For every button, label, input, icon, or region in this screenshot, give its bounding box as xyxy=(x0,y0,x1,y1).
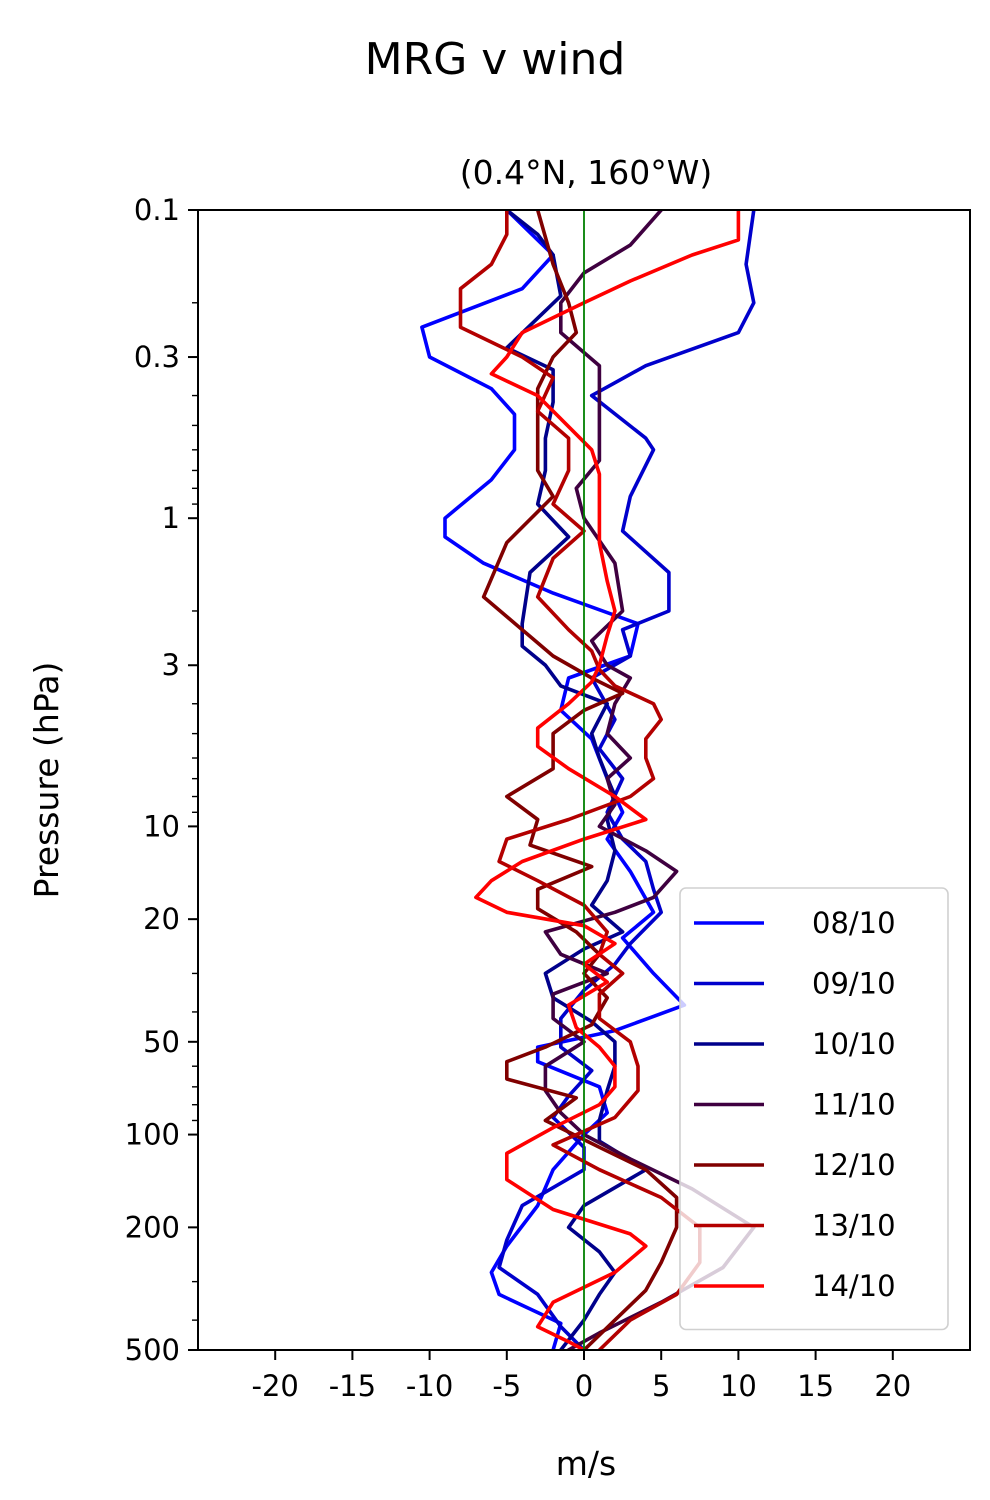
x-tick-label: -15 xyxy=(329,1369,376,1403)
y-tick-label: 50 xyxy=(143,1025,180,1059)
y-tick-label: 500 xyxy=(125,1333,180,1367)
legend-label: 08/10 xyxy=(812,906,896,940)
y-tick-label: 0.3 xyxy=(134,340,180,374)
series-line-14-10 xyxy=(474,210,741,1350)
series-line-12-10 xyxy=(481,210,679,1350)
x-tick-label: -20 xyxy=(252,1369,299,1403)
x-tick-label: 0 xyxy=(575,1369,593,1403)
series-line-13-10 xyxy=(458,210,702,1350)
legend-label: 14/10 xyxy=(812,1269,896,1303)
axes: -20 -15 -10 -5 0 5 10 15 20 0.1 0.3 1 3 10 20 50 100 200 5… xyxy=(125,193,971,1403)
legend-box xyxy=(679,887,949,1331)
y-tick-label: 100 xyxy=(125,1118,180,1152)
legend-label: 11/10 xyxy=(812,1088,896,1122)
series-line-08-10 xyxy=(420,210,687,1350)
series-lines xyxy=(420,210,756,1350)
legend: 08/10 09/10 10/10 11/10 12/10 13/10 14/10 xyxy=(679,887,949,1331)
series-line-10-10 xyxy=(505,210,648,1350)
legend-label: 09/10 xyxy=(812,967,896,1001)
chart-title: MRG v wind xyxy=(365,34,626,85)
x-axis-label: m/s xyxy=(556,1444,616,1483)
x-tick-label: -10 xyxy=(406,1369,453,1403)
y-tick-label: 3 xyxy=(162,648,180,682)
y-tick-label: 0.1 xyxy=(134,193,180,227)
x-tick-label: -5 xyxy=(492,1369,521,1403)
x-tick-label: 15 xyxy=(797,1369,834,1403)
x-tick-label: 20 xyxy=(874,1369,911,1403)
x-tick-label: 5 xyxy=(652,1369,670,1403)
y-tick-label: 1 xyxy=(162,501,180,535)
legend-label: 12/10 xyxy=(812,1148,896,1182)
y-tick-label: 20 xyxy=(143,902,180,936)
y-tick-label: 10 xyxy=(143,809,180,843)
legend-label: 10/10 xyxy=(812,1027,896,1061)
y-tick-label: 200 xyxy=(125,1210,180,1244)
chart-subtitle: (0.4°N, 160°W) xyxy=(460,153,713,192)
x-tick-label: 10 xyxy=(720,1369,757,1403)
legend-label: 13/10 xyxy=(812,1209,896,1243)
y-axis-label: Pressure (hPa) xyxy=(27,662,66,899)
